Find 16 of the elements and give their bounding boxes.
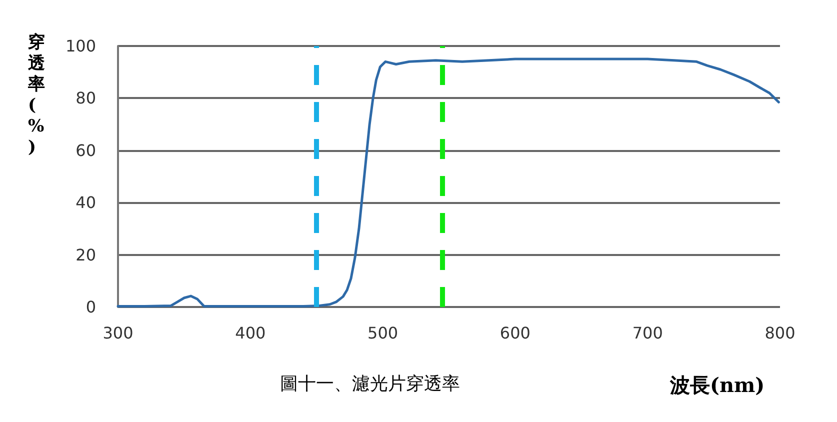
line-series <box>116 58 780 308</box>
y-tick-label: 60 <box>76 140 96 160</box>
x-tick-label: 500 <box>368 324 398 342</box>
x-tick-label: 600 <box>500 324 530 342</box>
y-tick-label: 0 <box>86 298 96 316</box>
y-tick-label: 80 <box>76 88 96 108</box>
x-tick-label: 800 <box>764 324 796 342</box>
y-tick-label: 20 <box>76 245 96 264</box>
x-tick-label: 400 <box>235 324 266 342</box>
y-tick-label: 40 <box>76 193 96 212</box>
text: 圖十一、濾光片穿透率 <box>280 374 460 394</box>
y-axis-title: 穿透率(%) <box>27 32 45 158</box>
x-axis-title: 波長(nm) <box>669 373 765 397</box>
y-tick-label: 100 <box>65 36 96 56</box>
x-tick-label: 700 <box>632 324 663 342</box>
x-tick-label: 300 <box>102 324 134 342</box>
